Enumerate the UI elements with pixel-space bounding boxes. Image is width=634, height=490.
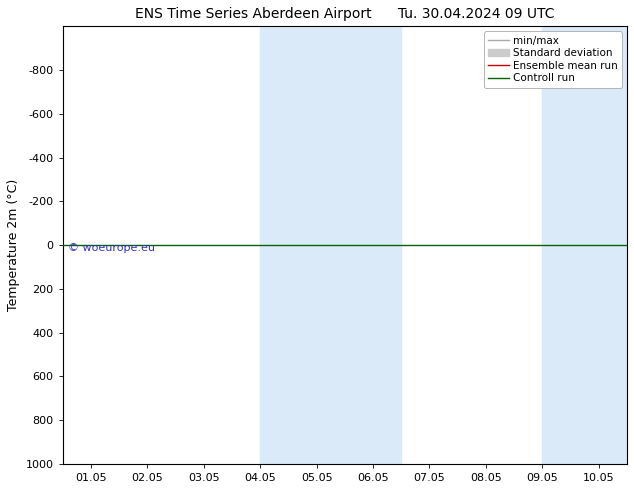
Bar [542,26,627,464]
Bar [260,26,401,464]
Text: © woeurope.eu: © woeurope.eu [68,243,155,253]
Y-axis label: Temperature 2m (°C): Temperature 2m (°C) [7,179,20,311]
Legend: min/max, Standard deviation, Ensemble mean run, Controll run: min/max, Standard deviation, Ensemble me… [484,31,622,88]
Title: ENS Time Series Aberdeen Airport      Tu. 30.04.2024 09 UTC: ENS Time Series Aberdeen Airport Tu. 30.… [135,7,555,21]
